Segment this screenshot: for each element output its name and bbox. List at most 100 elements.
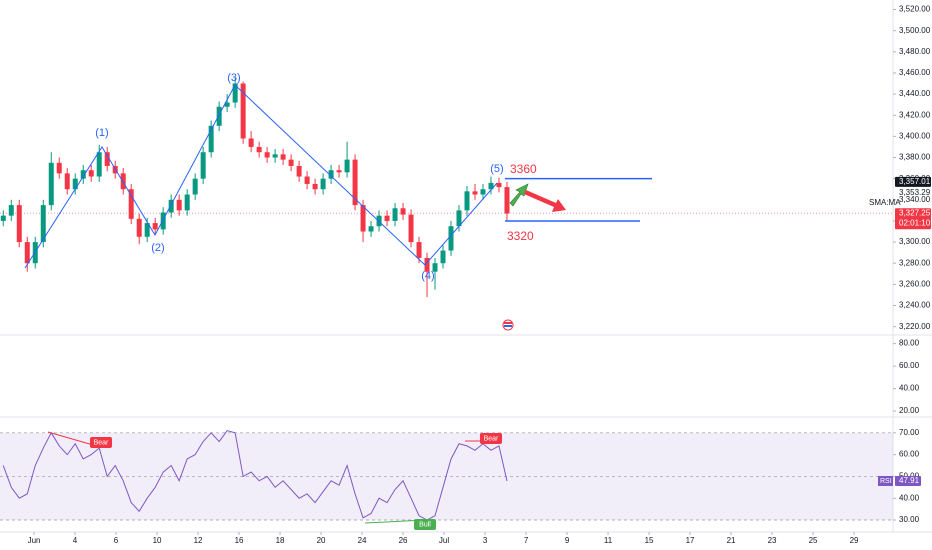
y-tick-label: 40.00 <box>899 384 920 393</box>
level-label: 3360 <box>510 162 537 176</box>
candle-body <box>96 152 102 177</box>
candle-body <box>176 199 182 211</box>
candle-body <box>296 165 302 177</box>
candle-body <box>104 152 110 166</box>
flag-icon <box>502 319 514 331</box>
candle-body <box>8 205 14 216</box>
rsi-line <box>2 430 508 521</box>
signal-label: Bull <box>419 521 431 528</box>
candle-body <box>48 162 54 206</box>
candle-body <box>136 218 142 237</box>
x-tick-label: 23 <box>768 536 777 545</box>
y-tick-label: 40.00 <box>899 493 920 502</box>
x-tick-label: 7 <box>524 536 529 545</box>
x-tick-label: 24 <box>358 536 367 545</box>
y-tick-label: 3,500.00 <box>899 26 931 35</box>
y-tick-label: 60.00 <box>899 450 920 459</box>
wave-label: (2) <box>151 242 164 254</box>
candle-body <box>432 263 438 272</box>
y-tick-label: 3,220.00 <box>899 322 931 331</box>
candle-body <box>248 138 254 147</box>
x-tick-label: 12 <box>194 536 203 545</box>
x-tick-label: 29 <box>850 536 859 545</box>
wave-label: (5) <box>490 163 503 175</box>
y-tick-label: 3,400.00 <box>899 131 931 140</box>
marks <box>0 78 893 521</box>
candle-body <box>192 178 198 195</box>
y-tick-label: 3,280.00 <box>899 258 931 267</box>
y-tick-label: 60.00 <box>899 361 920 370</box>
candle-body <box>128 189 134 219</box>
candle-body <box>24 242 30 264</box>
x-tick-label: 10 <box>153 536 162 545</box>
wave-label: (3) <box>227 72 240 84</box>
candle-body <box>240 83 246 139</box>
x-tick-label: 20 <box>317 536 326 545</box>
candle-body <box>264 152 270 158</box>
x-tick-label: 3 <box>483 536 488 545</box>
candle-body <box>456 210 462 227</box>
x-tick-label: 6 <box>114 536 119 545</box>
x-tick-label: 25 <box>809 536 818 545</box>
sma-label: 3,353.29 <box>899 188 931 197</box>
candle-body <box>312 183 318 190</box>
wave-label: (1) <box>95 127 108 139</box>
candle-body <box>184 194 190 211</box>
candle-body <box>344 159 350 173</box>
candle-body <box>224 102 230 107</box>
x-tick-label: 11 <box>604 536 613 545</box>
candle-body <box>360 205 366 232</box>
signal-badge <box>90 437 112 448</box>
candle-body <box>216 106 222 126</box>
y-tick-label: 20.00 <box>899 406 920 415</box>
candle-body <box>336 170 342 173</box>
sma-name: SMA:MA <box>869 198 901 207</box>
y-tick-label: 3,380.00 <box>899 153 931 162</box>
signal-badge <box>414 519 436 530</box>
x-tick-label: 18 <box>276 536 285 545</box>
candle-body <box>408 214 414 243</box>
rsi-name-badge <box>878 475 893 486</box>
x-tick-label: 17 <box>686 536 695 545</box>
y-tick-label: 3,480.00 <box>899 47 931 56</box>
candle-body <box>368 226 374 232</box>
candle-body <box>40 205 46 243</box>
candle-body <box>440 250 446 264</box>
rsi-value-badge <box>895 475 921 486</box>
candle-body <box>88 170 94 177</box>
up-arrow <box>509 183 529 207</box>
candle-body <box>152 223 158 230</box>
candle-body <box>488 182 494 190</box>
y-tick-label: 30.00 <box>899 515 920 524</box>
x-tick-label: 4 <box>73 536 78 545</box>
candle-body <box>504 187 510 214</box>
candle-body <box>232 83 238 103</box>
candle-body <box>400 208 406 215</box>
candle-body <box>16 205 22 243</box>
signal-label: Bear <box>484 435 499 442</box>
y-tick-label: 80.00 <box>899 339 920 348</box>
down-arrow <box>524 190 566 212</box>
y-tick-label: 3,300.00 <box>899 237 931 246</box>
candle-body <box>80 170 86 179</box>
level-label: 3320 <box>507 229 534 243</box>
candle-body <box>168 199 174 213</box>
countdown: 02:01:10 <box>899 218 931 227</box>
wave-label: (4) <box>421 270 434 282</box>
x-tick-label: 9 <box>565 536 570 545</box>
price-badge <box>895 208 931 230</box>
candle-body <box>0 215 6 221</box>
candle-body <box>496 182 502 188</box>
y-tick-label: 70.00 <box>899 428 920 437</box>
rsi-name: RSI <box>880 478 892 485</box>
signal-badge <box>480 433 502 444</box>
candle-body <box>464 191 470 211</box>
candle-body <box>56 162 62 174</box>
price-label: 3,357.01 <box>899 177 931 186</box>
y-tick-label: 3,440.00 <box>899 89 931 98</box>
candle-body <box>448 226 454 251</box>
candle-body <box>208 125 214 153</box>
candle-body <box>424 257 430 272</box>
x-tick-label: 26 <box>399 536 408 545</box>
